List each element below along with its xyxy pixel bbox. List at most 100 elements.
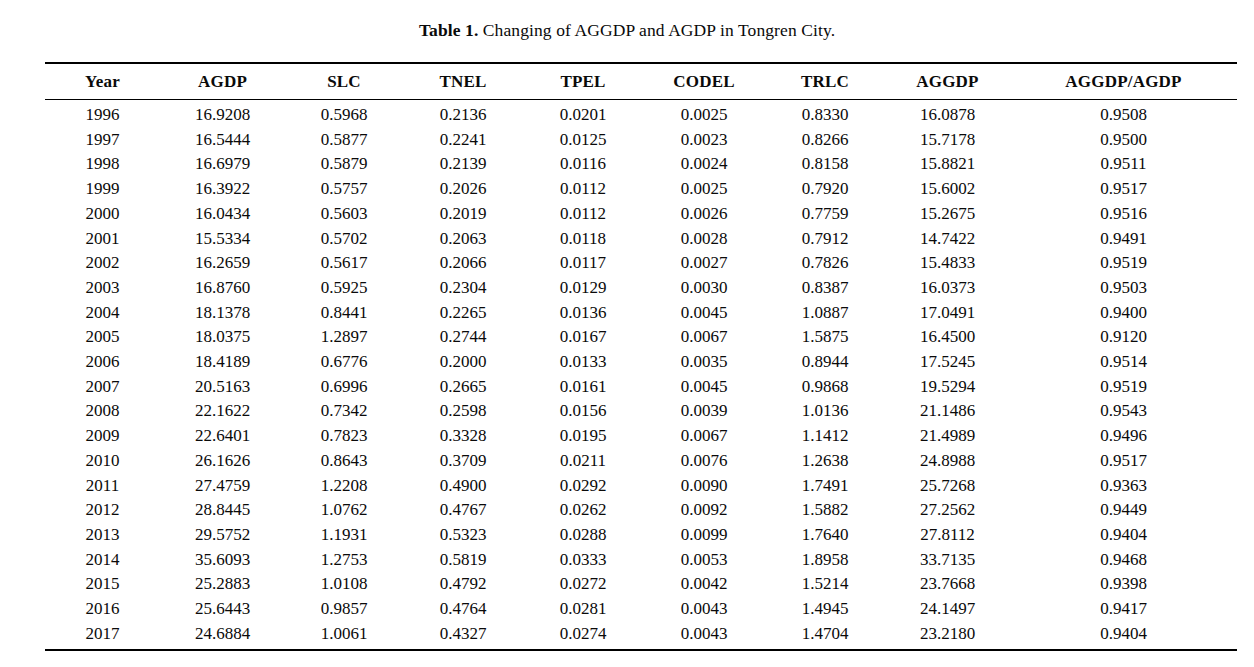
value-cell: 1.7640: [765, 523, 885, 548]
value-cell: 0.2598: [403, 399, 523, 424]
value-cell: 0.0292: [523, 474, 643, 499]
value-cell: 19.5294: [885, 375, 1010, 400]
value-cell: 16.0878: [885, 100, 1010, 128]
value-cell: 17.0491: [885, 301, 1010, 326]
value-cell: 0.8158: [765, 152, 885, 177]
value-cell: 0.9496: [1010, 424, 1237, 449]
value-cell: 0.0136: [523, 301, 643, 326]
value-cell: 15.2675: [885, 202, 1010, 227]
year-cell: 2017: [45, 622, 160, 651]
table-row: 201026.16260.86430.37090.02110.00761.263…: [45, 449, 1237, 474]
value-cell: 0.0045: [643, 375, 765, 400]
value-cell: 0.0195: [523, 424, 643, 449]
value-cell: 0.9517: [1010, 449, 1237, 474]
value-cell: 0.7342: [285, 399, 403, 424]
year-cell: 2011: [45, 474, 160, 499]
value-cell: 22.1622: [160, 399, 285, 424]
value-cell: 0.7826: [765, 251, 885, 276]
value-cell: 0.0024: [643, 152, 765, 177]
value-cell: 0.2241: [403, 128, 523, 153]
value-cell: 16.4500: [885, 325, 1010, 350]
value-cell: 1.1931: [285, 523, 403, 548]
table-caption-label: Table 1.: [419, 20, 478, 40]
value-cell: 0.0112: [523, 202, 643, 227]
column-header-trlc: TRLC: [765, 63, 885, 100]
column-header-year: Year: [45, 63, 160, 100]
value-cell: 0.0067: [643, 424, 765, 449]
page: { "colors": { "background": "#ffffff", "…: [0, 0, 1254, 667]
value-cell: 0.7759: [765, 202, 885, 227]
value-cell: 0.9398: [1010, 572, 1237, 597]
year-cell: 2008: [45, 399, 160, 424]
value-cell: 16.2659: [160, 251, 285, 276]
value-cell: 1.4704: [765, 622, 885, 651]
value-cell: 1.2208: [285, 474, 403, 499]
value-cell: 16.8760: [160, 276, 285, 301]
value-cell: 16.5444: [160, 128, 285, 153]
value-cell: 0.4767: [403, 498, 523, 523]
value-cell: 0.0099: [643, 523, 765, 548]
value-cell: 23.7668: [885, 572, 1010, 597]
year-cell: 2002: [45, 251, 160, 276]
table-caption-text: Changing of AGGDP and AGDP in Tongren Ci…: [478, 20, 835, 40]
value-cell: 0.0161: [523, 375, 643, 400]
value-cell: 16.9208: [160, 100, 285, 128]
value-cell: 18.4189: [160, 350, 285, 375]
value-cell: 0.9404: [1010, 523, 1237, 548]
table-body: 199616.92080.59680.21360.02010.00250.833…: [45, 100, 1237, 651]
value-cell: 15.5334: [160, 227, 285, 252]
value-cell: 0.8266: [765, 128, 885, 153]
value-cell: 0.0333: [523, 548, 643, 573]
value-cell: 0.4792: [403, 572, 523, 597]
value-cell: 17.5245: [885, 350, 1010, 375]
column-header-tnel: TNEL: [403, 63, 523, 100]
value-cell: 0.8387: [765, 276, 885, 301]
value-cell: 0.2136: [403, 100, 523, 128]
value-cell: 1.0887: [765, 301, 885, 326]
value-cell: 0.7912: [765, 227, 885, 252]
value-cell: 0.6776: [285, 350, 403, 375]
value-cell: 1.8958: [765, 548, 885, 573]
value-cell: 15.7178: [885, 128, 1010, 153]
value-cell: 14.7422: [885, 227, 1010, 252]
value-cell: 0.7823: [285, 424, 403, 449]
value-cell: 0.5819: [403, 548, 523, 573]
value-cell: 0.9404: [1010, 622, 1237, 651]
value-cell: 0.0043: [643, 622, 765, 651]
value-cell: 0.5877: [285, 128, 403, 153]
table-row: 201525.28831.01080.47920.02720.00421.521…: [45, 572, 1237, 597]
value-cell: 0.2665: [403, 375, 523, 400]
column-header-slc: SLC: [285, 63, 403, 100]
value-cell: 0.0133: [523, 350, 643, 375]
year-cell: 2016: [45, 597, 160, 622]
value-cell: 24.8988: [885, 449, 1010, 474]
year-cell: 2012: [45, 498, 160, 523]
value-cell: 0.8643: [285, 449, 403, 474]
table-row: 200016.04340.56030.20190.01120.00260.775…: [45, 202, 1237, 227]
value-cell: 0.0272: [523, 572, 643, 597]
data-table-container: YearAGDPSLCTNELTPELCODELTRLCAGGDPAGGDP/A…: [45, 62, 1237, 651]
value-cell: 0.5757: [285, 177, 403, 202]
value-cell: 18.0375: [160, 325, 285, 350]
value-cell: 27.4759: [160, 474, 285, 499]
value-cell: 0.0201: [523, 100, 643, 128]
column-header-agdp: AGDP: [160, 63, 285, 100]
value-cell: 1.0136: [765, 399, 885, 424]
value-cell: 15.4833: [885, 251, 1010, 276]
year-cell: 1997: [45, 128, 160, 153]
value-cell: 0.0262: [523, 498, 643, 523]
value-cell: 0.2026: [403, 177, 523, 202]
value-cell: 0.9857: [285, 597, 403, 622]
value-cell: 0.0035: [643, 350, 765, 375]
value-cell: 0.0288: [523, 523, 643, 548]
value-cell: 0.0129: [523, 276, 643, 301]
table-row: 200822.16220.73420.25980.01560.00391.013…: [45, 399, 1237, 424]
year-cell: 1999: [45, 177, 160, 202]
value-cell: 0.9516: [1010, 202, 1237, 227]
year-cell: 2005: [45, 325, 160, 350]
value-cell: 0.2265: [403, 301, 523, 326]
value-cell: 0.2744: [403, 325, 523, 350]
year-cell: 2001: [45, 227, 160, 252]
year-cell: 2010: [45, 449, 160, 474]
value-cell: 0.0045: [643, 301, 765, 326]
